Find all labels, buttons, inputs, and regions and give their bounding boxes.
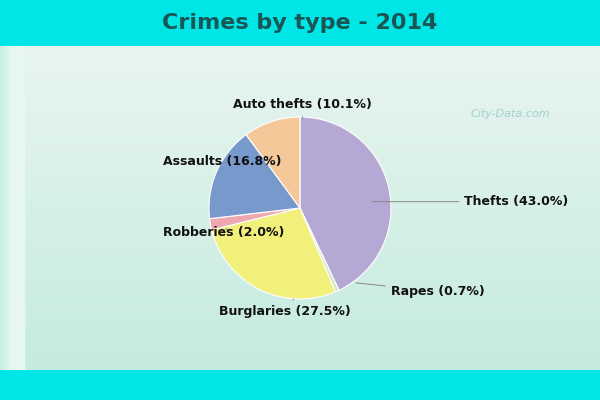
Bar — [2, 46, 14, 370]
Bar — [10, 46, 22, 370]
Bar — [11, 46, 23, 370]
Text: Robberies (2.0%): Robberies (2.0%) — [163, 226, 285, 238]
Text: Burglaries (27.5%): Burglaries (27.5%) — [219, 299, 351, 318]
Text: Thefts (43.0%): Thefts (43.0%) — [372, 195, 569, 208]
Bar — [5, 46, 17, 370]
Bar — [11, 46, 23, 370]
Wedge shape — [300, 117, 391, 290]
Bar — [7, 46, 19, 370]
Text: Crimes by type - 2014: Crimes by type - 2014 — [163, 13, 437, 33]
Bar — [10, 46, 22, 370]
Wedge shape — [246, 117, 300, 208]
Bar — [1, 46, 13, 370]
Text: City-Data.com: City-Data.com — [471, 110, 550, 120]
Text: Auto thefts (10.1%): Auto thefts (10.1%) — [233, 98, 372, 118]
Bar — [1, 46, 13, 370]
Bar — [1, 46, 13, 370]
Wedge shape — [209, 208, 300, 230]
Bar — [10, 46, 22, 370]
Bar — [8, 46, 20, 370]
Bar — [10, 46, 22, 370]
Bar — [0, 46, 12, 370]
Wedge shape — [212, 208, 335, 299]
Bar — [8, 46, 20, 370]
Bar — [9, 46, 21, 370]
Bar — [2, 46, 14, 370]
Bar — [5, 46, 17, 370]
Bar — [4, 46, 16, 370]
Wedge shape — [209, 135, 300, 219]
Bar — [4, 46, 16, 370]
Bar — [7, 46, 19, 370]
Bar — [2, 46, 14, 370]
Bar — [5, 46, 17, 370]
Bar — [4, 46, 16, 370]
Bar — [8, 46, 20, 370]
Bar — [7, 46, 19, 370]
Bar — [4, 46, 16, 370]
Bar — [5, 46, 17, 370]
Bar — [1, 46, 13, 370]
Bar — [8, 46, 20, 370]
Bar — [10, 46, 22, 370]
Bar — [1, 46, 13, 370]
Bar — [7, 46, 19, 370]
Bar — [0, 46, 12, 370]
Bar — [6, 46, 18, 370]
Bar — [11, 46, 23, 370]
Wedge shape — [300, 208, 339, 292]
Bar — [5, 46, 17, 370]
Bar — [6, 46, 18, 370]
Bar — [6, 46, 18, 370]
Bar — [3, 46, 15, 370]
Bar — [2, 46, 14, 370]
Text: Rapes (0.7%): Rapes (0.7%) — [356, 283, 485, 298]
Bar — [9, 46, 21, 370]
Bar — [2, 46, 14, 370]
Bar — [12, 46, 24, 370]
Bar — [3, 46, 15, 370]
Bar — [8, 46, 20, 370]
Text: Assaults (16.8%): Assaults (16.8%) — [163, 155, 282, 168]
Bar — [4, 46, 16, 370]
Bar — [7, 46, 19, 370]
Bar — [11, 46, 23, 370]
Bar — [11, 46, 23, 370]
